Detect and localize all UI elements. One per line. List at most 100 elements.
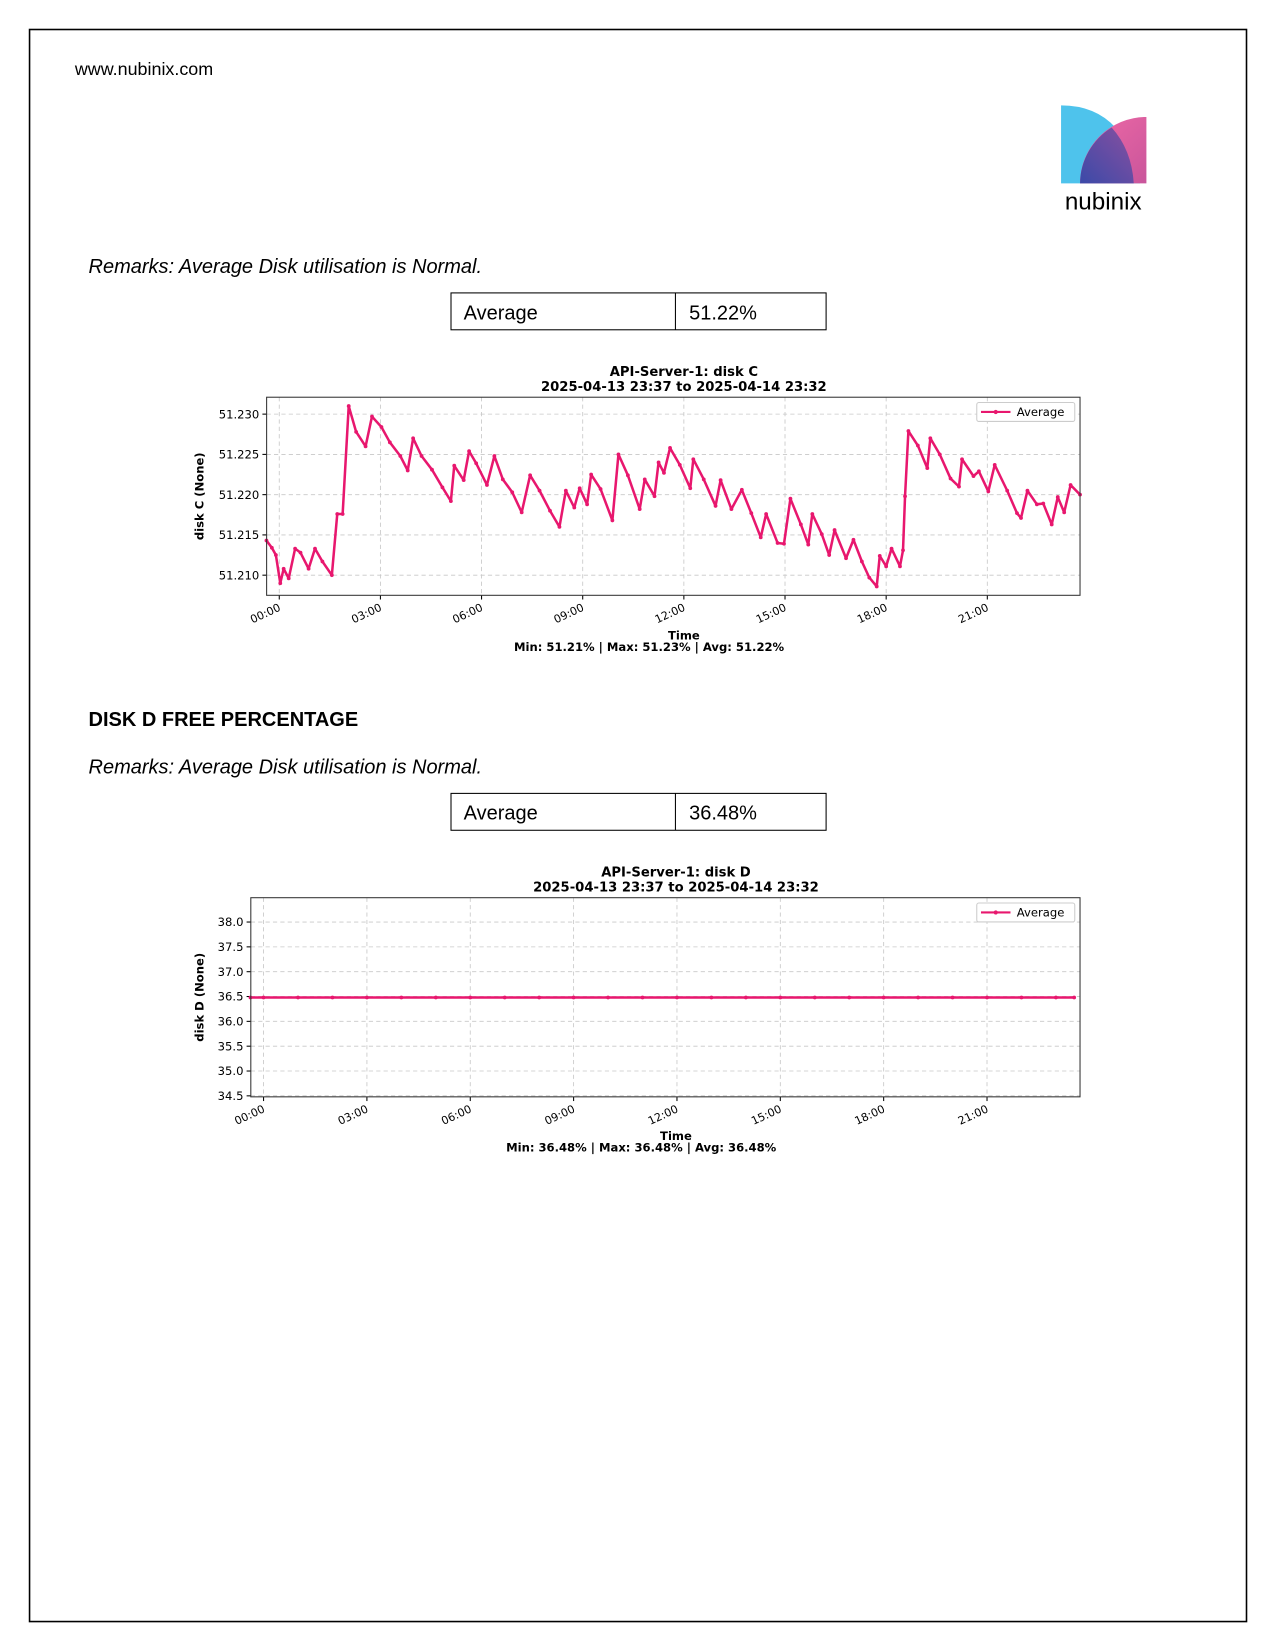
data-point xyxy=(640,995,645,1000)
logo-shape xyxy=(1080,127,1134,184)
data-point xyxy=(419,454,424,458)
x-tick-label: 06:00 xyxy=(439,1103,473,1128)
data-point xyxy=(898,564,902,569)
table-cell: Average xyxy=(464,302,538,324)
data-point xyxy=(537,995,542,1000)
data-point xyxy=(985,995,989,1000)
data-point xyxy=(452,463,457,468)
legend-label: Average xyxy=(1017,906,1065,920)
y-tick-label: 51.220 xyxy=(219,488,260,502)
table-cell: 51.22% xyxy=(689,302,757,324)
data-point xyxy=(610,518,615,523)
y-tick-label: 34.5 xyxy=(218,1089,244,1103)
x-tick-label: 21:00 xyxy=(956,1103,990,1128)
data-point xyxy=(387,440,392,445)
data-point xyxy=(405,468,410,473)
remarks: Remarks: Average Disk utilisation is Nor… xyxy=(89,256,482,278)
data-point xyxy=(335,512,340,516)
data-point xyxy=(743,995,748,1000)
data-point xyxy=(313,546,317,551)
data-point xyxy=(306,566,311,571)
chart-subtitle: 2025-04-13 23:37 to 2025-04-14 23:32 xyxy=(533,880,819,895)
data-point xyxy=(881,995,886,1000)
data-point xyxy=(847,995,852,1000)
data-point xyxy=(1072,995,1077,1000)
data-point xyxy=(656,460,661,465)
table-cell: 36.48% xyxy=(689,803,757,825)
data-point xyxy=(398,454,403,458)
data-point xyxy=(330,995,335,1000)
data-point xyxy=(557,524,562,529)
x-tick-label: 15:00 xyxy=(754,601,788,626)
data-point xyxy=(788,496,793,501)
data-point xyxy=(537,488,542,493)
data-point xyxy=(379,425,384,429)
summary-table: Average 36.48% xyxy=(450,792,827,831)
y-axis-label: disk C (None) xyxy=(192,452,206,540)
legend-marker xyxy=(993,409,998,415)
data-point xyxy=(806,542,811,547)
x-tick-label: 00:00 xyxy=(248,601,282,626)
data-point xyxy=(1055,495,1060,499)
data-point xyxy=(320,559,325,564)
x-tick-label: 21:00 xyxy=(956,601,990,626)
data-point xyxy=(729,507,734,512)
x-tick-label: 18:00 xyxy=(853,1103,887,1128)
remarks: Remarks: Average Disk utilisation is Nor… xyxy=(89,756,482,778)
data-point xyxy=(492,454,497,458)
data-point xyxy=(346,404,351,408)
data-point xyxy=(764,512,769,516)
data-point xyxy=(563,488,568,493)
plot-frame xyxy=(250,897,1081,1098)
data-point xyxy=(363,444,368,449)
data-point xyxy=(775,541,780,545)
data-point xyxy=(261,995,266,1000)
data-point xyxy=(718,478,723,483)
data-line xyxy=(265,404,1081,588)
data-point xyxy=(916,995,921,1000)
data-point xyxy=(901,548,905,553)
logo: nubinix xyxy=(1061,105,1147,216)
data-point xyxy=(713,504,718,508)
data-point xyxy=(528,473,533,478)
data-point xyxy=(585,502,589,507)
data-point xyxy=(1019,995,1024,1000)
data-point xyxy=(430,467,434,472)
data-point xyxy=(960,457,964,462)
data-point xyxy=(1034,502,1039,507)
y-tick-label: 35.0 xyxy=(218,1064,244,1078)
data-point xyxy=(925,466,930,470)
data-point xyxy=(354,429,359,434)
data-point xyxy=(411,436,416,441)
data-point xyxy=(1068,483,1073,487)
data-point xyxy=(572,505,577,510)
data-point xyxy=(500,477,505,482)
data-point xyxy=(548,508,552,513)
data-point xyxy=(606,995,610,1000)
plot-frame xyxy=(266,396,1081,596)
data-point xyxy=(448,499,453,503)
chart-annotation: Min: 51.21% | Max: 51.23% | Avg: 51.22% xyxy=(514,640,785,654)
data-point xyxy=(467,449,471,454)
y-tick-label: 51.225 xyxy=(219,448,260,462)
legend-box xyxy=(976,401,1076,422)
table-cell: Average xyxy=(464,803,538,825)
y-tick-label: 51.215 xyxy=(219,528,260,542)
data-point xyxy=(273,553,278,557)
y-tick-label: 36.0 xyxy=(218,1015,244,1029)
data-point xyxy=(851,537,856,542)
data-point xyxy=(950,995,955,1000)
data-point xyxy=(370,414,374,419)
x-tick-label: 18:00 xyxy=(855,601,889,626)
data-point xyxy=(1015,511,1019,516)
data-point xyxy=(1041,501,1046,506)
data-point xyxy=(598,487,603,491)
data-point xyxy=(915,443,920,448)
data-point xyxy=(668,446,672,450)
data-point xyxy=(688,486,693,491)
data-point xyxy=(637,507,642,512)
data-point xyxy=(510,490,515,495)
data-point xyxy=(957,484,961,489)
data-point xyxy=(867,575,872,580)
